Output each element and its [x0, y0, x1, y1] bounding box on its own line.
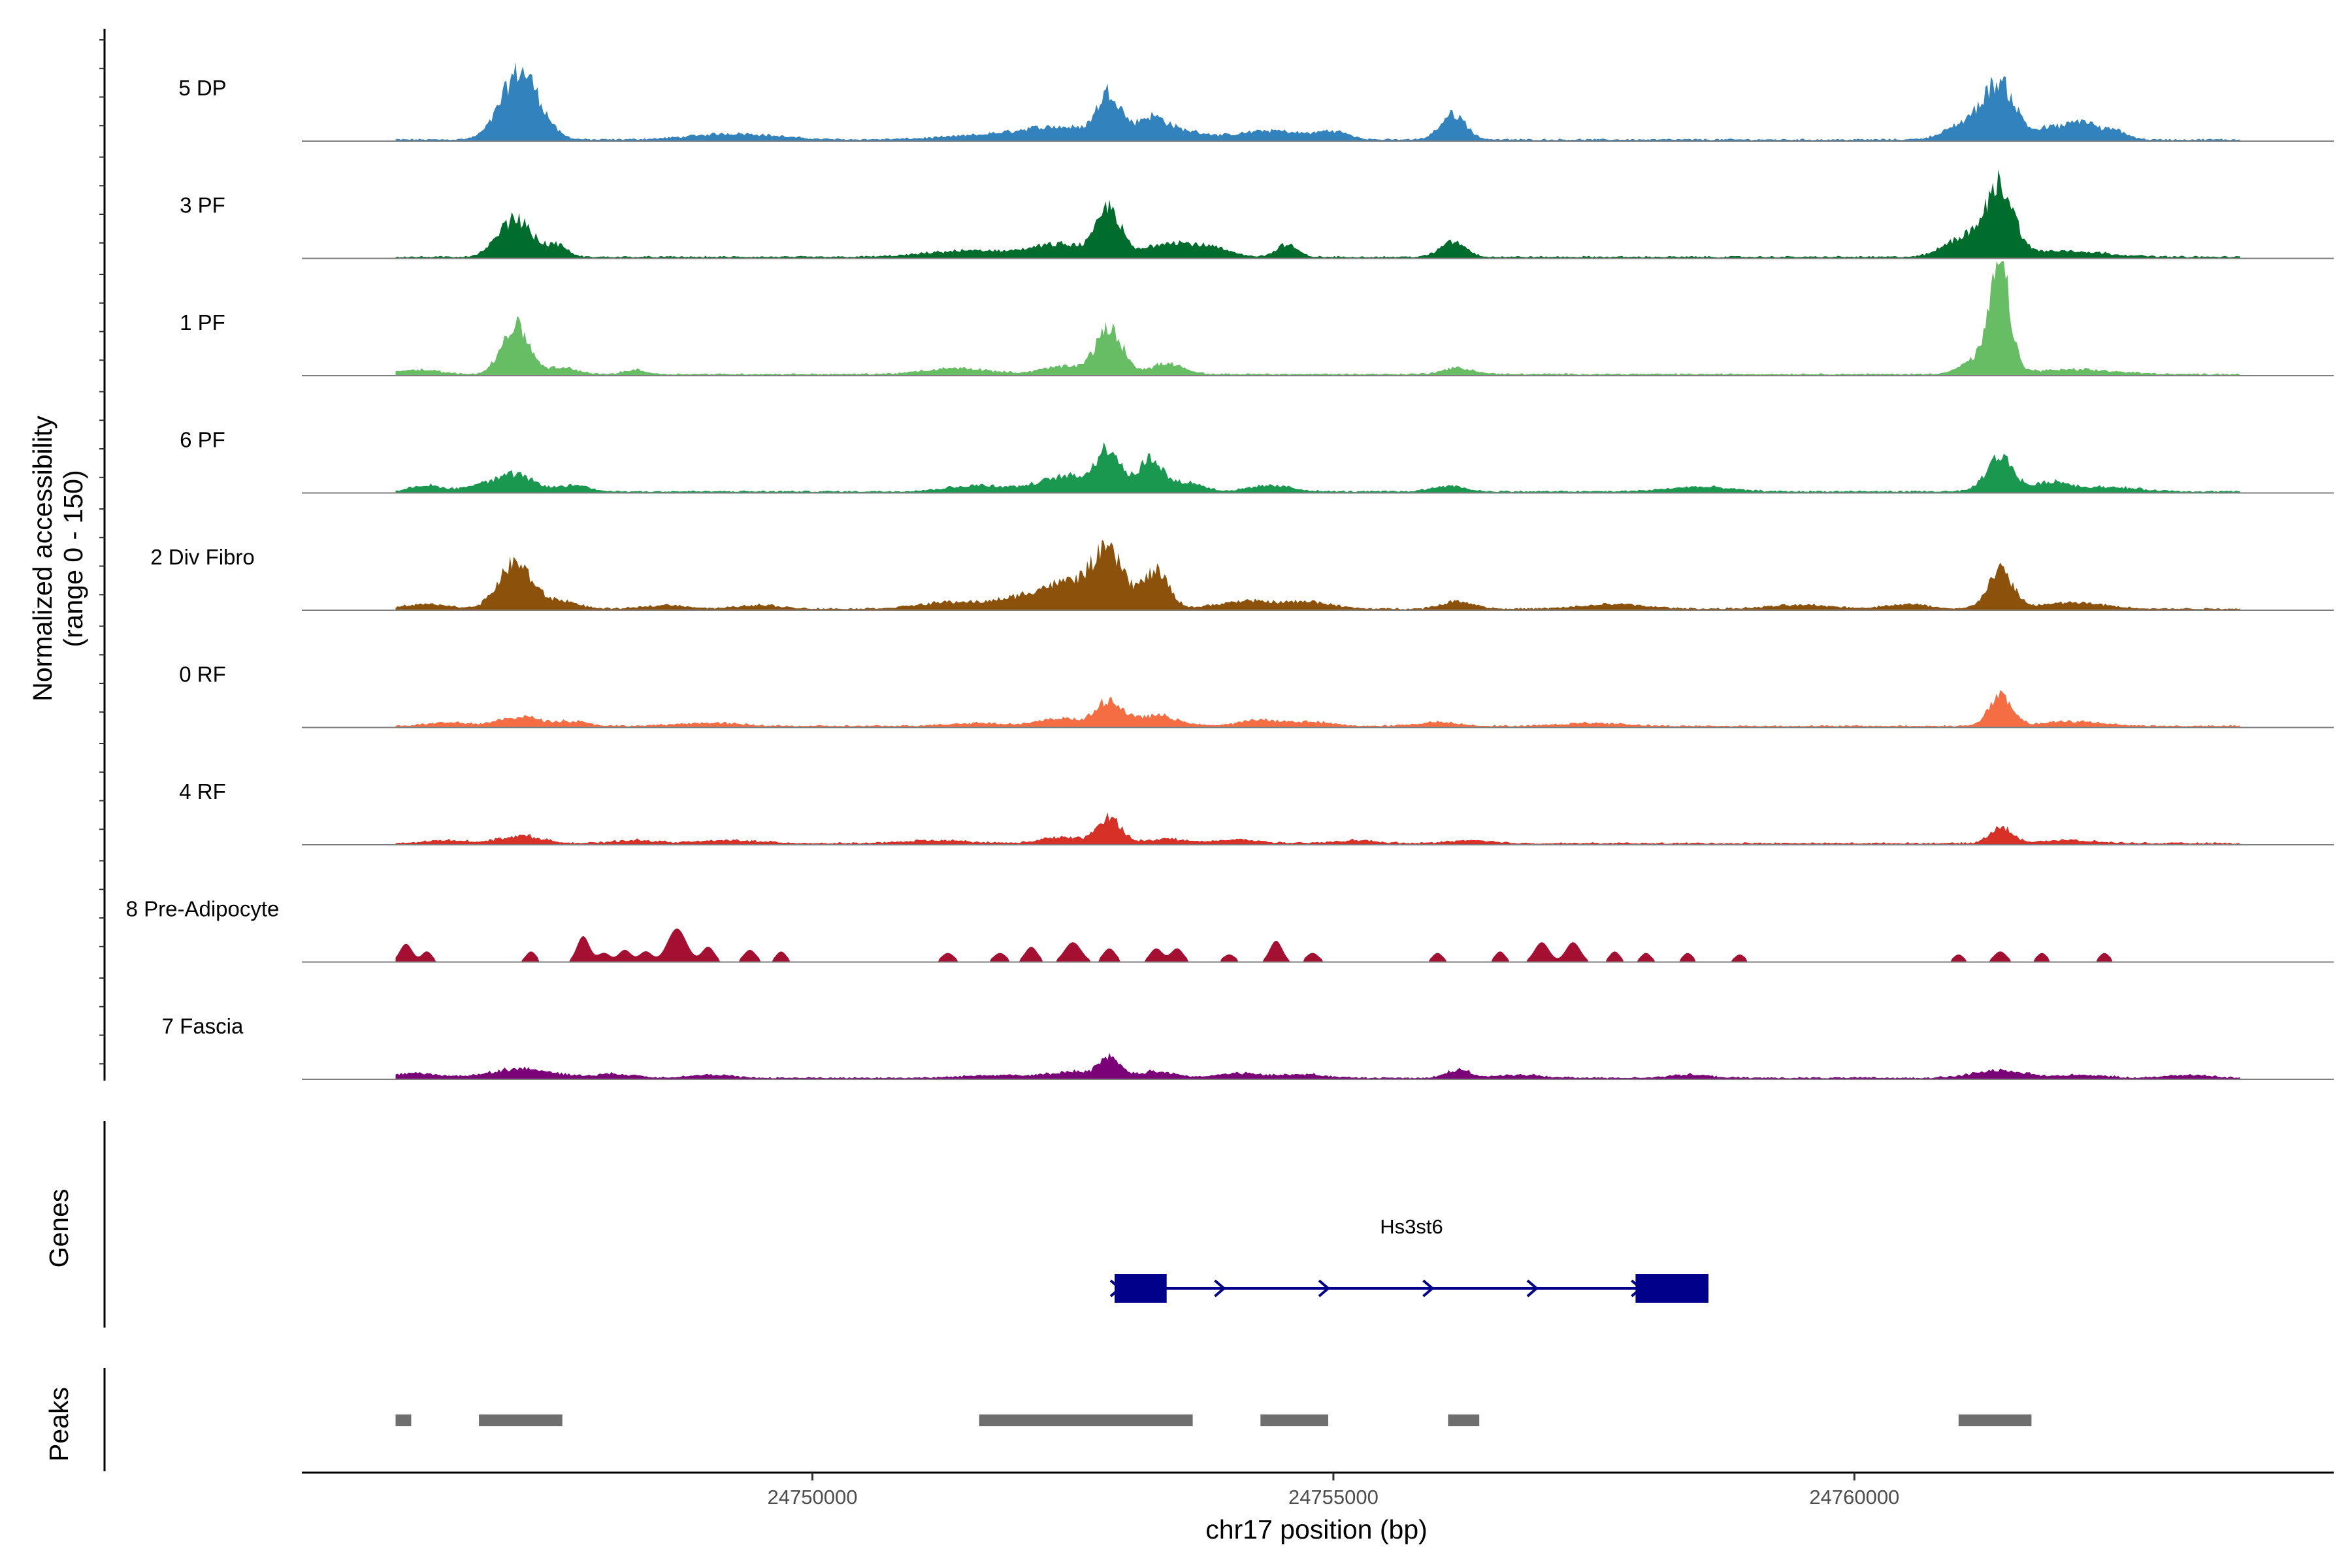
genes-axis-title: Genes — [44, 1189, 74, 1268]
track-label: 7 Fascia — [162, 1014, 244, 1038]
track-label: 5 DP — [178, 76, 226, 100]
x-tick-label: 24760000 — [1809, 1486, 1899, 1509]
x-tick-label: 24750000 — [768, 1486, 858, 1509]
track-6-pf: 6 PF — [180, 428, 2334, 494]
peak-region — [479, 1414, 563, 1426]
strand-arrow — [1526, 1279, 1539, 1298]
genes-panel: Hs3st6 — [1109, 1215, 1709, 1303]
peak-region — [1448, 1414, 1480, 1426]
track-1-pf: 1 PF — [180, 261, 2334, 376]
x-tick-label: 24755000 — [1288, 1486, 1379, 1509]
gene-label: Hs3st6 — [1380, 1215, 1443, 1238]
gene-exon — [1635, 1274, 1708, 1303]
track-2-div-fibro: 2 Div Fibro — [150, 540, 2334, 611]
gene-exon — [1115, 1274, 1167, 1303]
track-label: 8 Pre-Adipocyte — [126, 897, 280, 921]
coverage-tracks: 5 DP 3 PF 1 PF 6 PF 2 Div Fibro 0 RF 4 RF 8 Pre… — [126, 61, 2334, 1080]
coverage-area — [395, 1053, 2240, 1079]
coverage-area — [395, 540, 2240, 610]
track-label: 0 RF — [179, 662, 226, 687]
track-label: 6 PF — [180, 428, 225, 452]
strand-arrow — [1422, 1279, 1435, 1298]
coverage-area — [395, 61, 2240, 141]
peak-region — [1958, 1414, 2032, 1426]
coverage-area — [395, 928, 2240, 962]
coverage-area — [395, 261, 2240, 376]
track-5-dp: 5 DP — [178, 61, 2334, 142]
track-3-pf: 3 PF — [180, 169, 2334, 259]
peak-region — [979, 1414, 1193, 1426]
y-axis-title-line1: Normalized accessibility — [27, 416, 57, 702]
track-label: 2 Div Fibro — [150, 545, 255, 569]
track-7-fascia: 7 Fascia — [162, 1014, 2334, 1080]
y-axis-title-line2: (range 0 - 150) — [58, 470, 88, 647]
x-axis-title: chr17 position (bp) — [1205, 1514, 1428, 1544]
coverage-area — [395, 690, 2240, 728]
left-axis — [99, 29, 106, 1471]
track-label: 3 PF — [180, 193, 225, 218]
peaks-axis-title: Peaks — [44, 1387, 74, 1462]
coverage-area — [395, 812, 2240, 845]
coverage-area — [395, 442, 2240, 493]
strand-arrow — [1318, 1279, 1331, 1298]
track-label: 1 PF — [180, 310, 225, 335]
peaks-panel — [395, 1414, 2032, 1426]
track-4-rf: 4 RF — [179, 779, 2334, 845]
peak-region — [1260, 1414, 1328, 1426]
strand-arrow — [1214, 1279, 1226, 1298]
track-8-pre-adipocyte: 8 Pre-Adipocyte — [126, 897, 2334, 963]
coverage-area — [395, 169, 2240, 259]
x-axis: 24750000 24755000 24760000 — [302, 1471, 2334, 1509]
peak-region — [395, 1414, 412, 1426]
track-0-rf: 0 RF — [179, 662, 2334, 728]
track-label: 4 RF — [179, 779, 226, 804]
